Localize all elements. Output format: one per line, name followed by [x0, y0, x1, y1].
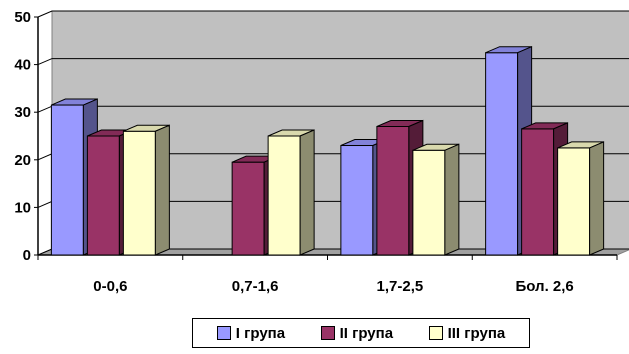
- legend-label-2: II група: [339, 324, 394, 342]
- legend-swatch-1: [216, 326, 231, 340]
- x-tick-label-3: 1,7-2,5: [377, 278, 424, 295]
- legend-item-3: III група: [428, 324, 506, 342]
- x-tick-label-1: 0-0,6: [93, 278, 127, 295]
- legend: I група II група III група: [192, 318, 530, 348]
- legend-label-1: I група: [235, 324, 286, 342]
- legend-item-2: II група: [320, 324, 394, 342]
- y-tick-label-0: 0: [23, 247, 31, 264]
- legend-swatch-3: [428, 326, 443, 340]
- x-tick-label-4: Бол. 2,6: [515, 278, 573, 295]
- y-tick-label-3: 30: [14, 104, 31, 121]
- y-tick-label-1: 10: [14, 199, 31, 216]
- bar-s3-c2: [267, 129, 315, 256]
- legend-label-3: III група: [447, 324, 506, 342]
- legend-swatch-2: [320, 326, 335, 340]
- gridline-4: [37, 58, 629, 66]
- y-tick-label-5: 50: [14, 9, 31, 26]
- bar-s3-c1: [122, 124, 170, 256]
- legend-item-1: I група: [216, 324, 286, 342]
- bar-s3-c4: [557, 141, 605, 256]
- gridline-5: [37, 10, 629, 18]
- bar-s3-c3: [412, 143, 460, 256]
- y-tick-label-4: 40: [14, 57, 31, 74]
- y-tick-label-2: 20: [14, 152, 31, 169]
- x-tick-label-2: 0,7-1,6: [232, 278, 279, 295]
- chart-plot: 0 10 20 30 40 50 0-0,6 0,7-1,6 1,7-2,5 Бол. 2,6: [14, 9, 629, 295]
